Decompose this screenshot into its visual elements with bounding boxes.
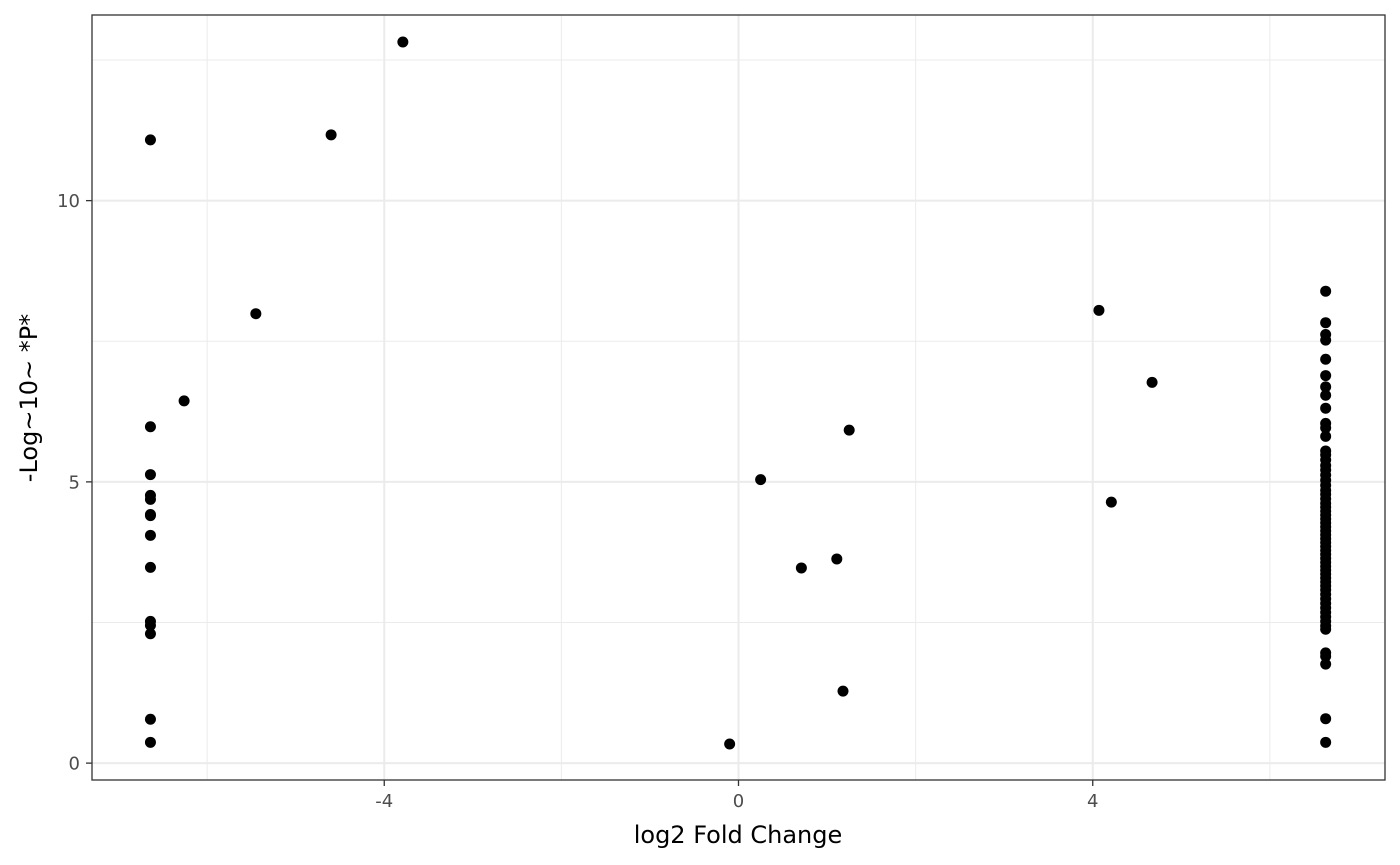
data-point [1320,713,1332,725]
data-point [144,713,156,725]
data-point [144,628,156,640]
data-point [1320,317,1332,329]
data-point [1320,658,1332,670]
data-point [144,619,156,631]
data-point [1320,353,1332,365]
data-point [144,469,156,481]
data-point [1320,650,1332,662]
x-axis-title: log2 Fold Change [634,821,843,849]
data-point [144,561,156,573]
data-point [144,134,156,146]
data-point [755,474,767,486]
x-tick-label: 4 [1087,791,1098,812]
data-point [1320,285,1332,297]
data-point [795,562,807,574]
data-point [178,395,190,407]
data-point [843,424,855,436]
data-point [831,553,843,565]
y-tick-label: 0 [69,754,80,775]
data-point [1320,402,1332,414]
data-point [1320,736,1332,748]
data-point [1320,430,1332,442]
major-gridlines [92,15,1385,780]
data-point [837,685,849,697]
data-points [144,36,1332,750]
data-point [250,308,262,320]
data-point [1320,370,1332,382]
x-tick-label: 0 [733,791,744,812]
data-point [144,510,156,522]
data-point [1320,422,1332,434]
data-point [1320,334,1332,346]
data-point [724,738,736,750]
data-point [1093,304,1105,316]
data-point [144,736,156,748]
data-point [1146,376,1158,388]
data-point [144,529,156,541]
data-point [1320,389,1332,401]
x-axis-ticks: -4 0 4 [375,780,1098,812]
y-axis-title: -Log~10~ *P* [15,314,43,482]
y-axis-ticks: 0 5 10 [57,191,92,775]
data-point [397,36,409,48]
data-point [1320,623,1332,635]
data-point [1105,496,1117,508]
y-tick-label: 5 [69,472,80,493]
y-tick-label: 10 [57,191,80,212]
x-tick-label: -4 [375,791,393,812]
data-point [1320,381,1332,393]
data-point [144,421,156,433]
data-point [325,129,337,141]
data-point [144,493,156,505]
